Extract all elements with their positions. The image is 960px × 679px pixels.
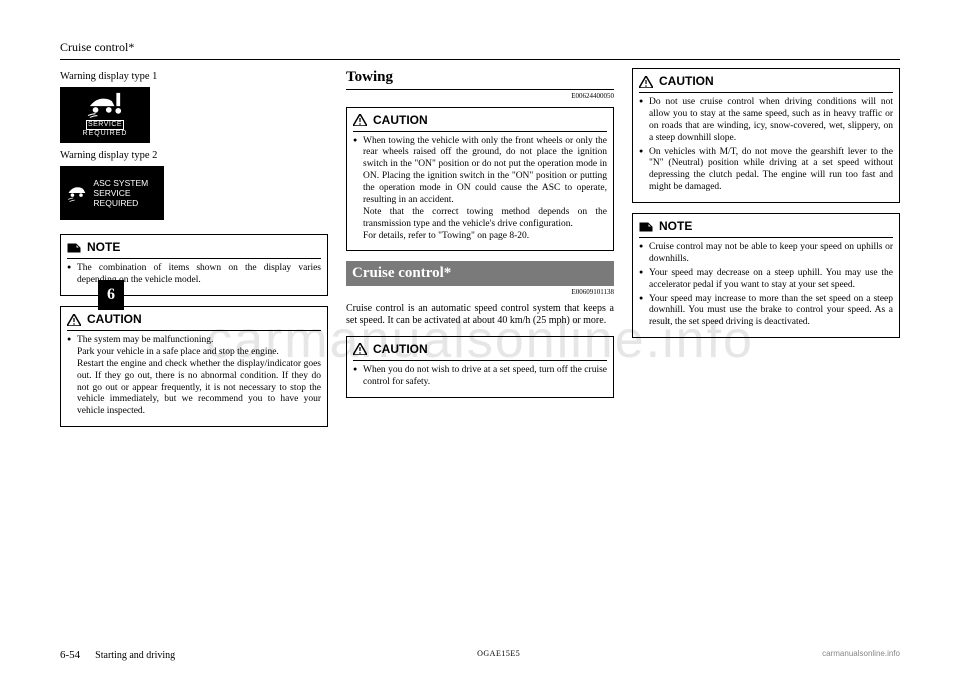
- callout-header: CAUTION: [67, 312, 321, 331]
- caution-icon: [639, 76, 653, 88]
- caution-item: On vehicles with M/T, do not move the ge…: [639, 147, 893, 195]
- running-head: Cruise control*: [60, 40, 900, 55]
- note-title: NOTE: [87, 240, 120, 255]
- caution-line: When towing the vehicle with only the fr…: [363, 136, 607, 205]
- note-item: Your speed may decrease on a steep uphil…: [639, 268, 893, 292]
- caution-title: CAUTION: [87, 312, 142, 327]
- footer-left: 6-54 Starting and driving: [60, 649, 175, 661]
- note-icon: [639, 222, 653, 232]
- cruise-control-heading: Cruise control*: [346, 261, 614, 286]
- required-text: REQUIRED: [83, 130, 128, 139]
- section-name: Starting and driving: [95, 650, 175, 661]
- caution-line: The system may be malfunctioning.: [77, 335, 213, 345]
- page-number: 6-54: [60, 649, 80, 661]
- callout-header: CAUTION: [353, 342, 607, 361]
- warning-icon-1: SERVICE REQUIRED: [60, 87, 150, 143]
- caution-line: Park your vehicle in a safe place and st…: [77, 347, 279, 357]
- note-item: Cruise control may not be able to keep y…: [639, 242, 893, 266]
- column-3: CAUTION Do not use cruise control when d…: [632, 68, 900, 437]
- column-container: Warning display type 1 SERVICE REQUIRED …: [60, 68, 900, 437]
- towing-heading: Towing: [346, 68, 614, 87]
- doc-code: E00609101138: [346, 288, 614, 297]
- caution-callout: CAUTION When towing the vehicle with onl…: [346, 107, 614, 252]
- caution-line: Restart the engine and check whether the…: [77, 359, 321, 417]
- head-rule: [60, 59, 900, 60]
- caution-icon: [67, 314, 81, 326]
- caution-title: CAUTION: [659, 74, 714, 89]
- caution-item: The system may be malfunctioning. Park y…: [67, 335, 321, 418]
- caution-line: Note that the correct towing method depe…: [363, 207, 607, 229]
- skid-car-icon: [85, 91, 125, 118]
- service-required-text: SERVICE REQUIRED: [93, 188, 158, 208]
- cruise-body-text: Cruise control is an automatic speed con…: [346, 303, 614, 328]
- caution-icon: [353, 114, 367, 126]
- callout-header: CAUTION: [353, 113, 607, 132]
- manual-page: carmanualsonline.info Cruise control* 6 …: [0, 0, 960, 679]
- note-title: NOTE: [659, 219, 692, 234]
- skid-car-icon: [66, 179, 87, 207]
- page-footer: 6-54 Starting and driving OGAE15E5 carma…: [60, 649, 900, 661]
- caution-item: Do not use cruise control when driving c…: [639, 97, 893, 145]
- asc-system-text: ASC SYSTEM: [93, 178, 158, 188]
- service-text: SERVICE: [86, 120, 124, 131]
- caution-line: For details, refer to "Towing" on page 8…: [363, 231, 529, 241]
- warning-icon-2: ASC SYSTEM SERVICE REQUIRED: [60, 166, 164, 220]
- caution-title: CAUTION: [373, 113, 428, 128]
- footer-site: carmanualsonline.info: [822, 649, 900, 661]
- caution-callout: CAUTION The system may be malfunctioning…: [60, 306, 328, 427]
- doc-code: E00624400050: [346, 92, 614, 101]
- page-content: Cruise control* 6 Warning display type 1…: [60, 40, 900, 437]
- callout-header: CAUTION: [639, 74, 893, 93]
- warning-type-2-label: Warning display type 2: [60, 149, 328, 162]
- caution-icon: [353, 343, 367, 355]
- column-2: Towing E00624400050 CAUTION When towing …: [346, 68, 614, 437]
- note-callout: NOTE The combination of items shown on t…: [60, 234, 328, 296]
- footer-code: OGAE15E5: [477, 649, 520, 661]
- note-item: Your speed may increase to more than the…: [639, 294, 893, 330]
- caution-item: When you do not wish to drive at a set s…: [353, 365, 607, 389]
- title-rule: [346, 89, 614, 90]
- callout-header: NOTE: [639, 219, 893, 238]
- caution-item: When towing the vehicle with only the fr…: [353, 136, 607, 243]
- note-icon: [67, 243, 81, 253]
- caution-title: CAUTION: [373, 342, 428, 357]
- callout-header: NOTE: [67, 240, 321, 259]
- column-1: Warning display type 1 SERVICE REQUIRED …: [60, 68, 328, 437]
- note-callout: NOTE Cruise control may not be able to k…: [632, 213, 900, 338]
- warning-type-1-label: Warning display type 1: [60, 70, 328, 83]
- caution-callout: CAUTION When you do not wish to drive at…: [346, 336, 614, 398]
- note-item: The combination of items shown on the di…: [67, 263, 321, 287]
- caution-callout: CAUTION Do not use cruise control when d…: [632, 68, 900, 203]
